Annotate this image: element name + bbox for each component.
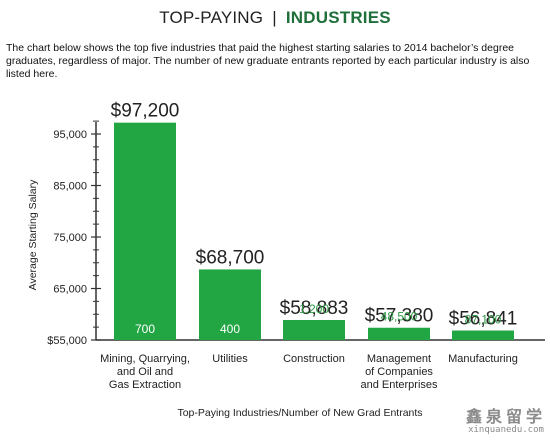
title-main: INDUSTRIES: [285, 8, 391, 27]
watermark-chinese: 鑫泉留学: [465, 409, 546, 426]
y-tick-label: 75,000: [53, 232, 87, 244]
category-label: of Companies: [365, 366, 433, 378]
bar: [283, 320, 345, 340]
entrants-label: 87,100: [465, 313, 502, 327]
category-label: and Oil and: [117, 366, 173, 378]
page-title: TOP-PAYING | INDUSTRIES: [0, 8, 550, 28]
watermark-logo: 鑫泉留学 xinquanedu.com: [465, 409, 546, 436]
y-axis-title: Average Starting Salary: [27, 179, 39, 290]
y-tick-label: 95,000: [53, 129, 87, 141]
category-label: Mining, Quarrying,: [100, 353, 190, 365]
title-prefix: TOP-PAYING: [159, 8, 264, 27]
intro-paragraph: The chart below shows the top five indus…: [6, 42, 530, 80]
y-tick-label: 65,000: [53, 284, 87, 296]
entrants-label: 48,500: [381, 310, 418, 324]
bar-value-label: $58,883: [280, 298, 349, 319]
entrants-label: 700: [135, 322, 155, 336]
bar: [452, 330, 514, 340]
category-label: Gas Extraction: [109, 379, 181, 391]
category-label: Utilities: [212, 353, 248, 365]
bar-value-label: $68,700: [196, 247, 265, 268]
entrants-label: 400: [220, 322, 240, 336]
category-label: and Enterprises: [360, 379, 438, 391]
bar: [114, 122, 176, 340]
bar: [199, 269, 261, 340]
category-label: Management: [367, 353, 431, 365]
y-tick-label: $55,000: [47, 335, 87, 347]
bar: [368, 327, 430, 340]
category-label: Construction: [283, 353, 345, 365]
bar-value-label: $97,200: [111, 101, 180, 122]
y-tick-label: 85,000: [53, 181, 87, 193]
x-axis-title: Top-Paying Industries/Number of New Grad…: [177, 407, 422, 419]
bar-value-label: $56,841: [449, 309, 518, 330]
bar-value-label: $57,380: [365, 306, 434, 327]
title-separator: |: [272, 8, 277, 27]
category-label: Manufacturing: [448, 353, 518, 365]
watermark-url: xinquanedu.com: [468, 425, 544, 435]
entrants-label: 1,200: [299, 302, 329, 316]
